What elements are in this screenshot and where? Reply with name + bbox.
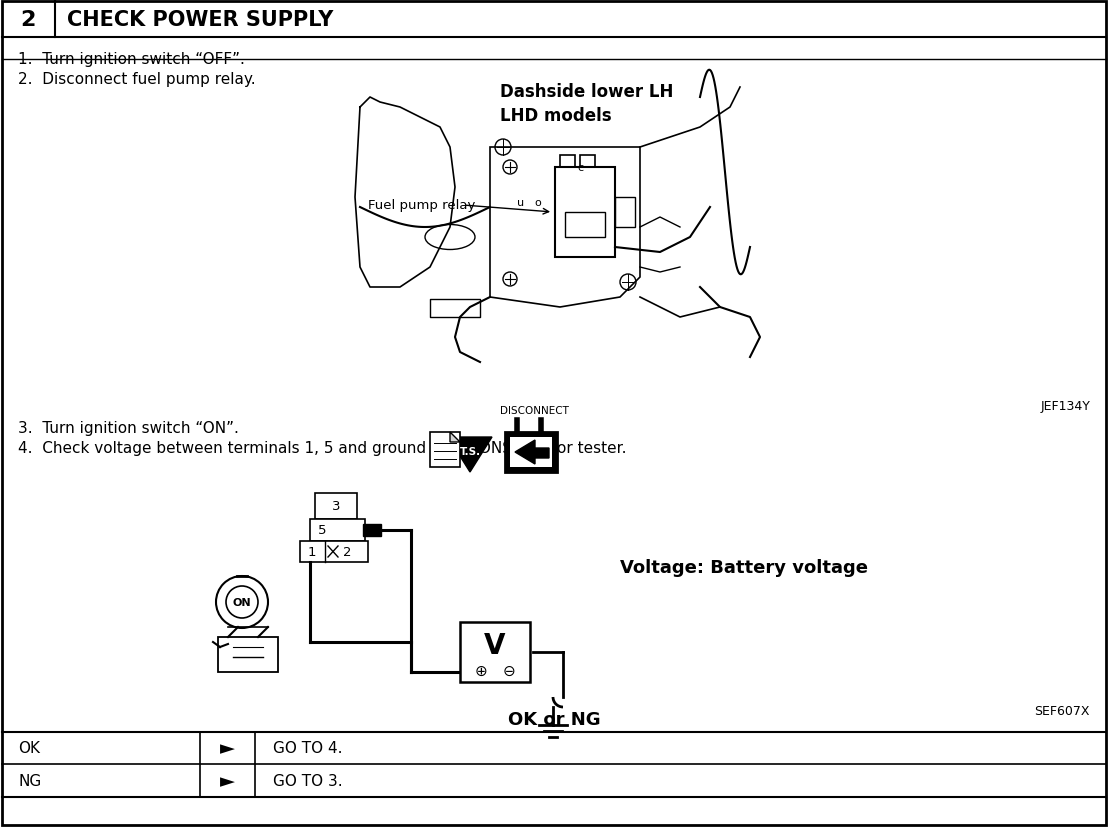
Text: ⊖: ⊖ <box>503 662 515 677</box>
Text: 2: 2 <box>342 545 351 558</box>
Text: NG: NG <box>18 773 41 788</box>
Bar <box>560 155 575 168</box>
Bar <box>310 519 365 542</box>
Text: ►: ► <box>220 771 235 790</box>
Polygon shape <box>450 433 460 442</box>
Text: 1: 1 <box>308 545 316 558</box>
Bar <box>505 433 557 472</box>
Text: CHECK POWER SUPPLY: CHECK POWER SUPPLY <box>66 10 334 30</box>
Text: ►: ► <box>220 739 235 758</box>
Text: o: o <box>535 198 542 208</box>
Bar <box>430 299 480 318</box>
Text: Voltage: Battery voltage: Voltage: Battery voltage <box>620 558 868 576</box>
Text: T.S.: T.S. <box>460 447 481 457</box>
Text: 2: 2 <box>20 10 35 30</box>
Text: DISCONNECT: DISCONNECT <box>500 405 568 415</box>
Polygon shape <box>515 441 548 465</box>
Bar <box>555 168 615 258</box>
Text: ⊕: ⊕ <box>474 662 488 677</box>
Text: 4.  Check voltage between terminals 1, 5 and ground with CONSULT-II or tester.: 4. Check voltage between terminals 1, 5 … <box>18 441 626 456</box>
Text: OK: OK <box>18 741 40 756</box>
Bar <box>510 437 552 467</box>
Text: ON: ON <box>233 597 252 607</box>
Bar <box>565 213 605 237</box>
Text: 3: 3 <box>331 500 340 513</box>
Text: 5: 5 <box>318 523 326 537</box>
Text: JEF134Y: JEF134Y <box>1040 399 1090 413</box>
Bar <box>615 198 635 227</box>
Polygon shape <box>448 437 492 472</box>
Bar <box>579 155 595 168</box>
Bar <box>363 524 381 537</box>
Bar <box>300 542 368 562</box>
Text: Dashside lower LH
LHD models: Dashside lower LH LHD models <box>500 83 674 124</box>
Bar <box>460 622 530 682</box>
Text: SEF607X: SEF607X <box>1035 704 1090 717</box>
Text: c: c <box>577 163 583 173</box>
Text: 1.  Turn ignition switch “OFF”.: 1. Turn ignition switch “OFF”. <box>18 52 245 67</box>
Text: 2.  Disconnect fuel pump relay.: 2. Disconnect fuel pump relay. <box>18 72 256 87</box>
Bar <box>218 638 278 672</box>
Text: 3.  Turn ignition switch “ON”.: 3. Turn ignition switch “ON”. <box>18 420 239 436</box>
Text: Fuel pump relay: Fuel pump relay <box>368 199 475 213</box>
Text: GO TO 4.: GO TO 4. <box>273 741 342 756</box>
Text: u: u <box>517 198 524 208</box>
Text: OK or NG: OK or NG <box>507 710 601 728</box>
Bar <box>315 494 357 519</box>
Text: V: V <box>484 631 505 659</box>
Bar <box>430 433 460 467</box>
Text: GO TO 3.: GO TO 3. <box>273 773 342 788</box>
